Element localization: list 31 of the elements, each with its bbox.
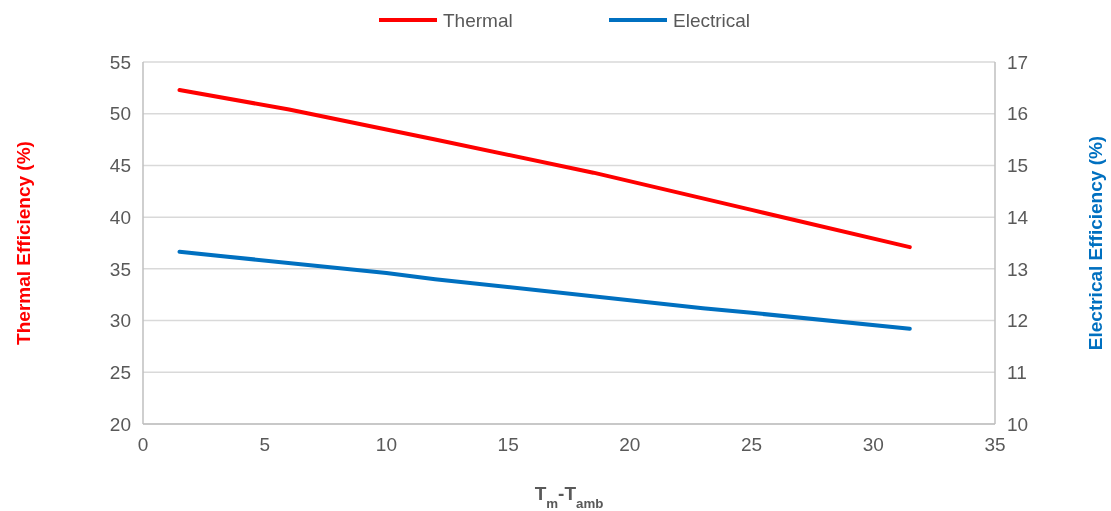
y-tick-label: 40 [109, 206, 131, 228]
y2-tick-label: 13 [1007, 258, 1029, 280]
y2-axis-title: Electrical Efficiency (%) [1085, 135, 1106, 351]
y2-tick-label: 17 [1007, 51, 1029, 73]
y2-tick-label: 12 [1007, 310, 1029, 332]
y-tick-label: 35 [109, 258, 131, 280]
y2-tick-label: 10 [1007, 413, 1029, 435]
x-tick-label: 35 [984, 434, 1006, 455]
x-tick-label: 5 [259, 434, 270, 455]
line-series [177, 87, 912, 250]
y-axis-title: Thermal Efficiency (%) [13, 141, 34, 345]
y-tick-label: 45 [109, 155, 131, 177]
x-tick-label: 10 [375, 434, 397, 455]
x-axis-title: T$_{m}$-T$_{amb}$ [534, 483, 604, 511]
x-tick-label: 25 [741, 434, 763, 455]
y-tick-label: 55 [109, 51, 131, 73]
y-tick-label: 50 [109, 103, 131, 125]
x-tick-label: 30 [862, 434, 884, 455]
legend-label: Electrical [673, 9, 751, 31]
x-tick-label: 20 [619, 434, 641, 455]
x-tick-label: 0 [137, 434, 149, 455]
y2-tick-label: 15 [1007, 155, 1029, 177]
y-tick-label: 30 [109, 310, 131, 332]
y-tick-label: 25 [109, 361, 131, 383]
y2-tick-label: 16 [1007, 103, 1029, 125]
line-series [177, 249, 912, 331]
y2-tick-label: 14 [1007, 206, 1029, 228]
y-tick-label: 20 [109, 413, 131, 435]
x-tick-label: 15 [497, 434, 519, 455]
y2-tick-label: 11 [1007, 361, 1027, 383]
legend-label: Thermal [443, 9, 513, 31]
